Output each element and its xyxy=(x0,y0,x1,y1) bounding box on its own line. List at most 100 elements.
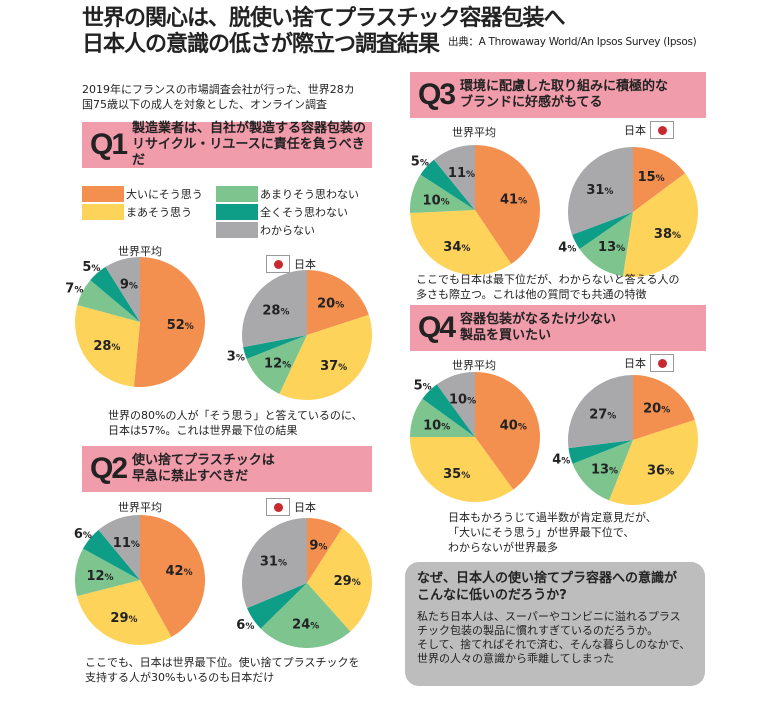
pie-slice xyxy=(436,372,475,437)
data-label: 13% xyxy=(591,462,618,477)
japan-text: 日本 xyxy=(294,501,316,514)
q1-note: 世界の80%の人が「そう思う」と答えているのに、 日本は57%。これは世界最下位の… xyxy=(108,408,363,438)
q2-text: 使い捨てプラスチックは 早急に禁止すべきだ xyxy=(132,453,275,485)
data-label: 20% xyxy=(317,296,344,311)
q4-line-2: 製品を買いたい xyxy=(460,328,552,343)
pie-slice xyxy=(633,147,686,212)
q1-world-label: 世界平均 xyxy=(118,245,162,258)
note-line: 世界の80%の人が「そう思う」と答えているのに、 xyxy=(108,409,363,422)
data-label: 5% xyxy=(411,155,429,170)
data-label: 31% xyxy=(586,183,613,198)
data-label: 4% xyxy=(558,240,576,255)
pie-slice xyxy=(279,314,372,400)
data-label: 36% xyxy=(647,463,674,478)
pie-slice xyxy=(246,335,307,394)
callout-body-line: 私たち日本人は、スーパーやコンビニに溢れるプラス xyxy=(417,610,681,623)
pie-slice xyxy=(568,440,633,464)
legend-item: あまりそう思わない xyxy=(216,186,359,202)
legend-label: 大いにそう思う xyxy=(126,188,203,201)
pie-slice xyxy=(83,529,140,580)
pie-slice xyxy=(622,173,698,277)
data-label: 28% xyxy=(93,339,120,354)
q4-japan-label: 日本 xyxy=(624,354,678,372)
callout-body-line: チック包装の製品に慣れすぎているのだろうか。 xyxy=(417,624,659,637)
data-label: 29% xyxy=(334,574,361,589)
japan-text: 日本 xyxy=(294,258,316,271)
japan-flag-icon xyxy=(650,121,674,139)
q4-number: Q4 xyxy=(418,311,456,344)
data-label: 37% xyxy=(320,359,347,374)
q1-japan-label: 日本 xyxy=(262,255,316,273)
note-line: 日本は57%。これは世界最下位の結果 xyxy=(108,424,298,437)
q4-line-1: 容器包装がなるたけ少ない xyxy=(460,312,617,327)
pie-slice xyxy=(568,375,633,449)
pie-slice xyxy=(475,145,541,264)
data-label: 40% xyxy=(500,419,527,434)
note-line: 多さも際立つ。これは他の質問でも共通の特徴 xyxy=(416,288,647,301)
page-title: 世界の関心は、脱使い捨てプラスチック容器包装へ 日本人の意識の低さが際立つ調査結… xyxy=(82,6,566,58)
q2-japan-label: 日本 xyxy=(262,498,316,516)
data-label: 10% xyxy=(423,419,450,434)
pie-slice xyxy=(609,419,698,505)
q1-header: Q1 製造業者は、自社が製造する容器包装の リサイクル・リユースに責任を負うべきだ xyxy=(82,121,372,168)
note-line: ここでも日本は最下位だが、わからないと答える人の xyxy=(416,273,680,286)
legend-swatch xyxy=(82,186,124,202)
japan-flag-icon xyxy=(266,255,290,273)
legend-swatch xyxy=(216,204,258,220)
pie-slice xyxy=(140,515,206,637)
data-label: 10% xyxy=(449,393,476,408)
pie-q3-japan: 15% 38% 13% 4% 31% xyxy=(558,147,698,277)
pie-slice xyxy=(105,257,140,322)
data-label: 29% xyxy=(110,611,137,626)
legend-label: あまりそう思わない xyxy=(260,188,359,201)
data-label: 34% xyxy=(443,240,470,255)
pie-slice xyxy=(572,212,633,250)
q3-header: Q3 環境に配慮した取り組みに積極的な ブランドに好感がもてる xyxy=(410,72,706,118)
q4-note: 日本もかろうじて過半数が肯定意見だが、 「大いにそう思う」が世界最下位で、 わからな… xyxy=(448,510,657,555)
data-label: 35% xyxy=(443,467,470,482)
data-label: 28% xyxy=(262,303,289,318)
q3-number: Q3 xyxy=(418,78,456,111)
data-label: 13% xyxy=(598,240,625,255)
legend-label: わからない xyxy=(260,224,315,237)
q1-line-2: リサイクル・リユースに責任を負うべきだ xyxy=(132,137,365,168)
intro-line-1: 2019年にフランスの市場調査会社が行った、世界28カ xyxy=(82,83,355,96)
q2-note: ここでも、日本は世界最下位。使い捨てプラスチックを 支持する人が30%もいるのも日… xyxy=(85,655,359,685)
callout-body: 私たち日本人は、スーパーやコンビニに溢れるプラス チック包装の製品に慣れすぎている… xyxy=(417,610,693,666)
q3-world-label: 世界平均 xyxy=(452,126,496,139)
legend-item: 全くそう思わない xyxy=(216,204,348,220)
data-label: 27% xyxy=(589,407,616,422)
data-label: 11% xyxy=(113,536,140,551)
q3-text: 環境に配慮した取り組みに積極的な ブランドに好感がもてる xyxy=(460,79,668,111)
q2-header: Q2 使い捨てプラスチックは 早急に禁止すべきだ xyxy=(82,446,372,492)
pie-slice xyxy=(90,266,140,322)
japan-text: 日本 xyxy=(624,357,646,370)
note-line: ここでも、日本は世界最下位。使い捨てプラスチックを xyxy=(85,656,360,669)
q3-line-2: ブランドに好感がもてる xyxy=(460,95,603,110)
data-label: 10% xyxy=(423,193,450,208)
pie-q4-japan: 20% 36% 13% 4% 27% xyxy=(552,375,698,505)
legend-item: わからない xyxy=(216,222,315,238)
q3-japan-label: 日本 xyxy=(624,121,678,139)
legend-label: まあそう思う xyxy=(126,206,192,219)
pie-q1-japan: 20% 37% 12% 3% 28% xyxy=(227,270,372,400)
q3-note: ここでも日本は最下位だが、わからないと答える人の 多さも際立つ。これは他の質問でも… xyxy=(416,272,679,302)
pie-slice xyxy=(307,270,369,335)
pie-slice xyxy=(241,270,307,348)
data-label: 12% xyxy=(264,357,291,372)
q1-number: Q1 xyxy=(90,128,128,161)
data-label: 15% xyxy=(638,170,665,185)
pie-slice xyxy=(98,515,140,580)
pie-slice xyxy=(133,257,206,387)
note-line: 「大いにそう思う」が世界最下位で、 xyxy=(448,526,635,539)
title-line-2: 日本人の意識の低さが際立つ調査結果 xyxy=(82,32,440,57)
callout-box: なぜ、日本人の使い捨てプラ容器への意識が こんなに低いのだろうか? 私たち日本人は… xyxy=(405,562,705,686)
q1-line-1: 製造業者は、自社が製造する容器包装の xyxy=(132,121,367,136)
pie-slice xyxy=(307,528,372,632)
pie-q4-world: 40% 35% 10% 5% 10% xyxy=(410,372,540,502)
q4-header: Q4 容器包装がなるたけ少ない 製品を買いたい xyxy=(410,305,706,351)
data-label: 24% xyxy=(292,617,319,632)
pie-q3-world: 41% 34% 10% 5% 11% xyxy=(410,145,541,275)
pie-slice xyxy=(260,583,351,648)
